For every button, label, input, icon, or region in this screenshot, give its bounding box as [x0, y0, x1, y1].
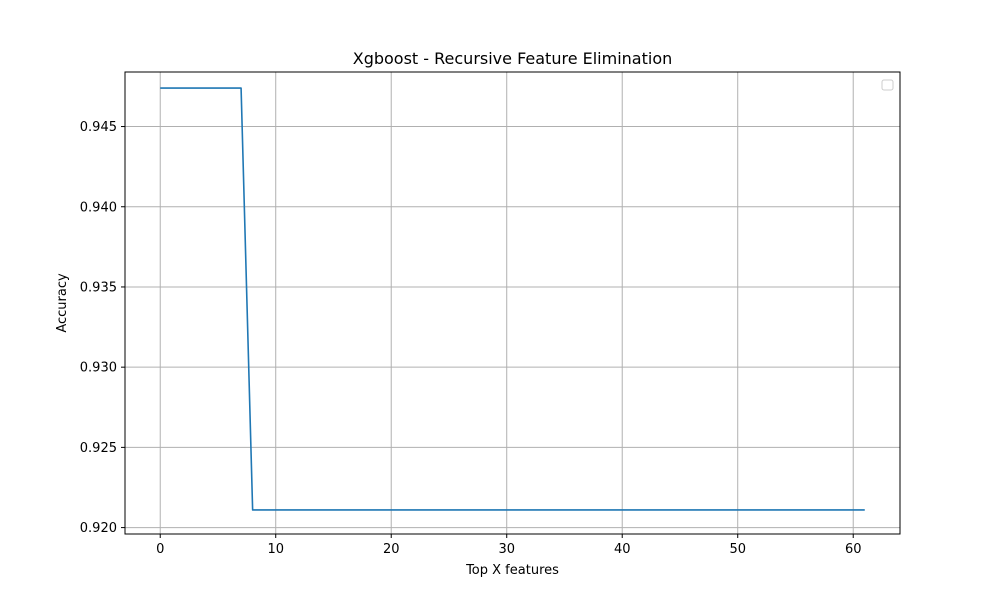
x-tick-label: 20 — [383, 542, 400, 557]
x-tick-label: 40 — [614, 542, 631, 557]
y-tick-label: 0.930 — [80, 361, 117, 376]
plot-frame — [124, 71, 901, 535]
series-group — [160, 87, 865, 511]
grid — [125, 72, 900, 534]
x-tick-label: 50 — [729, 542, 746, 557]
x-axis-label: Top X features — [465, 563, 559, 578]
chart-title: Xgboost - Recursive Feature Elimination — [353, 49, 673, 68]
ticks: 0 10 20 30 40 50 60 0.920 0.925 0.930 0.935 0.940 0.… — [80, 120, 862, 557]
x-tick-label: 0 — [156, 542, 164, 557]
y-tick-label: 0.935 — [80, 280, 117, 295]
y-tick-label: 0.925 — [80, 441, 117, 456]
y-tick-label: 0.920 — [80, 521, 117, 536]
x-tick-label: 60 — [845, 542, 862, 557]
y-axis-label: Accuracy — [55, 273, 70, 333]
accuracy-line — [160, 87, 865, 511]
y-tick-label: 0.945 — [80, 120, 117, 135]
x-tick-label: 30 — [498, 542, 515, 557]
x-tick-label: 10 — [267, 542, 284, 557]
legend-box — [881, 79, 894, 91]
y-tick-label: 0.940 — [80, 200, 117, 215]
